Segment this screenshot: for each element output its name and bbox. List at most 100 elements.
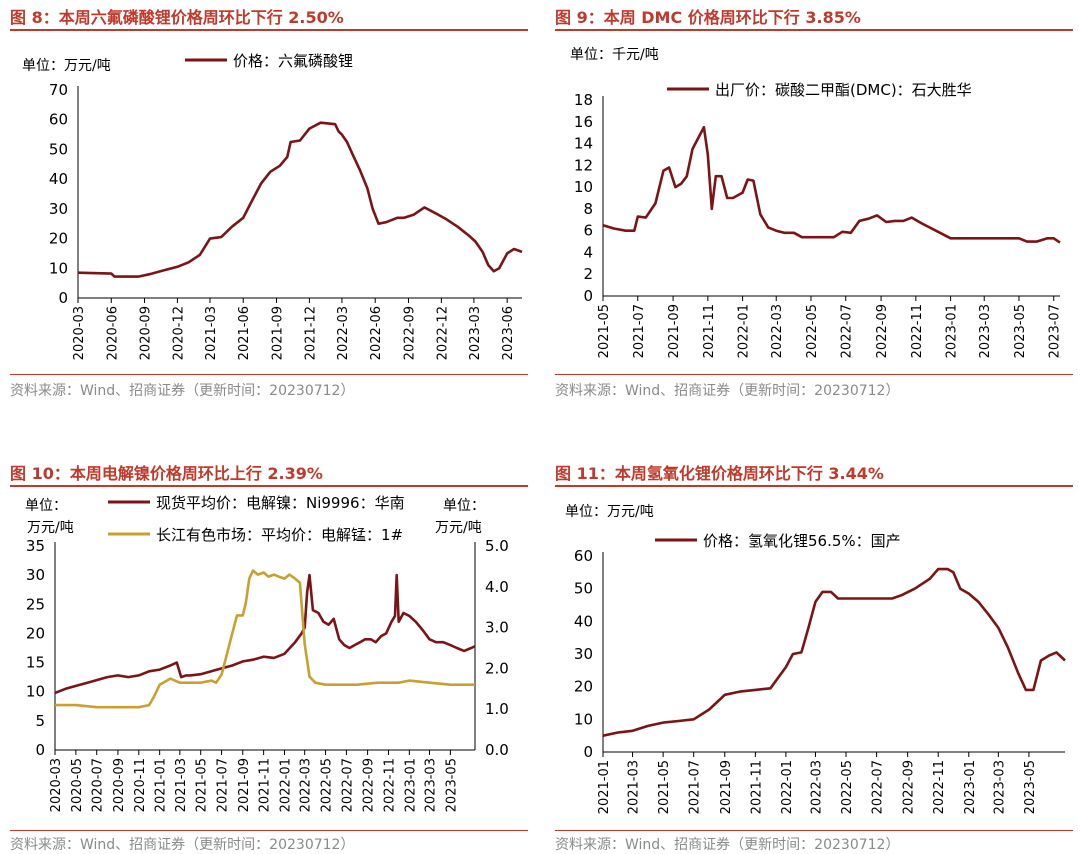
x-tick-label: 2022-11	[382, 758, 397, 812]
chart-title: 图 11：本周氢氧化锂价格周环比下行 3.44%	[555, 464, 884, 483]
x-tick-label: 2021-07	[632, 304, 647, 358]
y-tick-label: 4	[583, 243, 593, 261]
x-tick-label: 2022-11	[932, 760, 947, 814]
x-tick-label: 2023-05	[444, 758, 459, 812]
y-right-tick-label: 0.0	[485, 741, 509, 759]
y-tick-label: 20	[49, 230, 68, 248]
y-tick-label: 5	[35, 712, 45, 730]
y-tick-label: 50	[49, 140, 68, 158]
x-tick-label: 2023-03	[992, 760, 1007, 814]
x-tick-label: 2022-09	[362, 758, 377, 812]
y-tick-label: 40	[49, 170, 68, 188]
y-right-tick-label: 4.0	[485, 578, 509, 596]
chart-source: 资料来源：Wind、招商证券（更新时间：20230712）	[10, 383, 355, 399]
x-tick-label: 2021-01	[597, 760, 612, 814]
series-line	[602, 125, 1061, 244]
x-tick-label: 2021-12	[303, 306, 318, 360]
unit-label: 单位：千元/吨	[570, 47, 659, 63]
title-divider	[10, 485, 528, 487]
source-divider	[10, 374, 528, 375]
title-divider	[555, 29, 1073, 31]
unit-label-left: 万元/吨	[27, 520, 74, 536]
y-tick-label: 16	[574, 113, 593, 131]
y-tick-label: 40	[574, 612, 593, 630]
legend-label: 现货平均价：电解镍：Ni9996：华南	[156, 494, 405, 512]
y-tick-label: 60	[574, 547, 593, 565]
source-divider	[555, 830, 1073, 831]
x-tick-label: 2022-03	[299, 758, 314, 812]
x-tick-label: 2023-01	[403, 758, 418, 812]
y-right-tick-label: 3.0	[485, 619, 509, 637]
x-tick-label: 2021-09	[237, 758, 252, 812]
series-line	[54, 573, 476, 695]
x-tick-label: 2022-12	[435, 306, 450, 360]
x-tick-label: 2022-01	[737, 304, 752, 358]
chart-svg: 单位：万元/吨 0 10 20 30 40 50 60 70 2020-03 2020-06 2020…	[22, 52, 523, 360]
x-tick-label: 2021-11	[702, 304, 717, 358]
x-tick-label: 2020-05	[70, 758, 85, 812]
y-tick-label: 30	[574, 645, 593, 663]
unit-label-left: 单位：	[25, 498, 67, 514]
legend-label: 价格：氢氧化锂56.5%：国产	[703, 532, 901, 550]
x-tick-label: 2023-06	[501, 306, 516, 360]
x-tick-label: 2022-07	[840, 304, 855, 358]
chart-svg: 单位： 万元/吨 单位： 万元/吨 0 5 10 15 20 25 30 35 0.0 1.0 2.0 3.0…	[25, 494, 509, 812]
x-tick-label: 2021-07	[216, 758, 231, 812]
x-tick-label: 2021-01	[154, 758, 169, 812]
x-tick-label: 2022-05	[320, 758, 335, 812]
x-tick-label: 2021-05	[597, 304, 612, 358]
legend-label: 出厂价：碳酸二甲酯(DMC)：石大胜华	[715, 81, 972, 99]
x-tick-label: 2021-09	[719, 760, 734, 814]
y-tick-label: 0	[583, 287, 593, 305]
y-tick-label: 12	[574, 156, 593, 174]
y-tick-label: 2	[583, 265, 593, 283]
y-right-tick-label: 1.0	[485, 700, 509, 718]
x-tick-label: 2021-03	[627, 760, 642, 814]
legend-label: 价格：六氟磷酸锂	[233, 52, 353, 70]
y-tick-label: 0	[583, 743, 593, 761]
x-tick-label: 2021-11	[749, 760, 764, 814]
chart-panel-dmc: 图 9：本周 DMC 价格周环比下行 3.85% 单位：千元/吨 0 2 4 6 8 10 1…	[555, 4, 1073, 404]
x-tick-label: 2022-07	[340, 758, 355, 812]
chart-svg: 单位：千元/吨 0 2 4 6 8 10 12 14 16 18 2021-05 2021-07 2021…	[570, 47, 1063, 358]
x-tick-label: 2022-05	[805, 304, 820, 358]
title-divider	[555, 485, 1073, 487]
y-tick-label: 20	[26, 624, 45, 642]
source-divider	[10, 830, 528, 831]
chart-source: 资料来源：Wind、招商证券（更新时间：20230712）	[555, 383, 900, 399]
x-tick-label: 2021-03	[204, 306, 219, 360]
y-tick-label: 10	[26, 683, 45, 701]
chart-svg: 单位：万元/吨 0 10 20 30 40 50 60 2021-01 2021-03 2021-0…	[565, 504, 1066, 814]
y-tick-label: 35	[26, 537, 45, 555]
x-tick-label: 2023-01	[945, 304, 960, 358]
x-tick-label: 2020-09	[139, 306, 154, 360]
x-tick-label: 2023-05	[1023, 760, 1038, 814]
chart-panel-nickel: 图 10：本周电解镍价格周环比上行 2.39% 单位： 万元/吨 单位： 万元/吨 0 5…	[10, 460, 528, 854]
x-tick-label: 2022-03	[336, 306, 351, 360]
x-tick-label: 2022-05	[840, 760, 855, 814]
y-tick-label: 30	[49, 200, 68, 218]
chart-title: 图 9：本周 DMC 价格周环比下行 3.85%	[555, 8, 861, 27]
x-tick-label: 2021-05	[195, 758, 210, 812]
x-tick-label: 2022-01	[780, 760, 795, 814]
x-tick-label: 2020-07	[91, 758, 106, 812]
x-tick-label: 2023-03	[978, 304, 993, 358]
series-line	[77, 121, 523, 278]
x-tick-label: 2023-07	[1048, 304, 1063, 358]
source-divider	[555, 374, 1073, 375]
x-tick-label: 2022-07	[871, 760, 886, 814]
x-tick-label: 2022-03	[770, 304, 785, 358]
x-tick-label: 2020-03	[72, 306, 87, 360]
y-tick-label: 60	[49, 111, 68, 129]
chart-title: 图 8：本周六氟磷酸锂价格周环比下行 2.50%	[10, 8, 344, 27]
x-tick-label: 2020-12	[171, 306, 186, 360]
x-tick-label: 2023-03	[424, 758, 439, 812]
title-divider	[10, 29, 528, 31]
y-tick-label: 0	[35, 741, 45, 759]
y-right-tick-label: 2.0	[485, 659, 509, 677]
x-tick-label: 2021-05	[657, 760, 672, 814]
y-tick-label: 10	[574, 178, 593, 196]
y-tick-label: 50	[574, 580, 593, 598]
y-tick-label: 30	[26, 566, 45, 584]
x-tick-label: 2021-03	[174, 758, 189, 812]
